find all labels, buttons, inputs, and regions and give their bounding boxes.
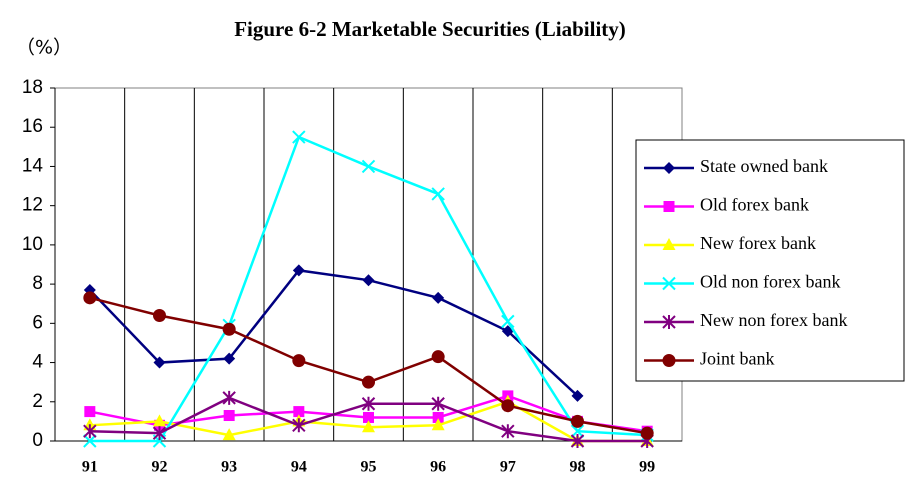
marker bbox=[663, 162, 675, 174]
marker bbox=[293, 406, 305, 418]
y-tick-label: 12 bbox=[22, 195, 43, 216]
legend-label: State owned bank bbox=[700, 156, 828, 176]
series-line bbox=[89, 135, 648, 443]
marker bbox=[292, 130, 306, 144]
y-tick-label: 6 bbox=[32, 312, 43, 333]
legend-box bbox=[635, 139, 905, 382]
x-tick-label: 97 bbox=[500, 459, 516, 476]
marker bbox=[362, 420, 375, 433]
x-tick-label: 94 bbox=[291, 459, 307, 476]
marker bbox=[292, 264, 305, 277]
marker bbox=[83, 434, 97, 448]
legend-label: New forex bank bbox=[700, 233, 816, 253]
marker bbox=[153, 356, 166, 369]
y-tick-label: 2 bbox=[32, 391, 43, 412]
x-tick-label: 96 bbox=[430, 459, 446, 476]
x-tick-label: 98 bbox=[570, 459, 586, 476]
marker bbox=[501, 424, 515, 439]
x-tick-label: 91 bbox=[82, 459, 98, 476]
marker bbox=[662, 315, 676, 329]
marker bbox=[501, 314, 515, 329]
y-tick-label: 14 bbox=[22, 155, 44, 176]
marker bbox=[222, 428, 236, 441]
y-unit-label: （%） bbox=[16, 37, 72, 59]
series-line bbox=[88, 269, 579, 397]
marker bbox=[431, 396, 445, 411]
y-tick-label: 10 bbox=[22, 234, 43, 255]
marker bbox=[662, 238, 676, 250]
marker bbox=[83, 424, 97, 439]
x-tick-label: 99 bbox=[639, 459, 655, 476]
marker bbox=[223, 410, 235, 422]
marker bbox=[153, 308, 166, 322]
marker bbox=[362, 274, 375, 287]
marker bbox=[662, 354, 676, 367]
marker bbox=[363, 411, 374, 423]
marker bbox=[640, 426, 654, 440]
marker bbox=[662, 276, 676, 291]
marker bbox=[431, 187, 445, 201]
chart-title: Figure 6-2 Marketable Securities (Liabil… bbox=[234, 17, 626, 41]
marker bbox=[292, 418, 306, 433]
marker bbox=[571, 414, 584, 428]
marker bbox=[153, 414, 166, 427]
legend-label: Old non forex bank bbox=[700, 272, 840, 292]
marker bbox=[361, 396, 376, 411]
x-tick-label: 95 bbox=[361, 459, 377, 476]
marker bbox=[152, 426, 167, 441]
y-tick-label: 4 bbox=[32, 352, 43, 373]
marker bbox=[570, 424, 585, 438]
legend-label: New non forex bank bbox=[700, 310, 847, 330]
y-tick-label: 18 bbox=[22, 77, 43, 98]
marker bbox=[83, 291, 97, 305]
legend-label: Joint bank bbox=[700, 349, 775, 369]
marker bbox=[431, 350, 445, 364]
marker bbox=[223, 352, 236, 365]
x-tick-label: 93 bbox=[221, 459, 237, 476]
marker bbox=[292, 354, 306, 368]
x-tick-label: 92 bbox=[152, 459, 168, 476]
marker bbox=[663, 201, 675, 212]
marker bbox=[432, 411, 444, 423]
marker bbox=[222, 322, 236, 336]
marker bbox=[362, 375, 375, 389]
y-tick-label: 0 bbox=[32, 430, 43, 451]
y-tick-label: 16 bbox=[22, 116, 43, 137]
marker bbox=[571, 389, 584, 402]
marker bbox=[431, 418, 445, 431]
marker bbox=[222, 390, 236, 405]
marker bbox=[501, 399, 515, 413]
y-tick-label: 8 bbox=[32, 273, 43, 294]
marker bbox=[570, 434, 585, 448]
legend-label: Old forex bank bbox=[700, 195, 809, 215]
marker bbox=[432, 291, 445, 304]
marker bbox=[361, 159, 376, 174]
marker bbox=[84, 406, 96, 418]
